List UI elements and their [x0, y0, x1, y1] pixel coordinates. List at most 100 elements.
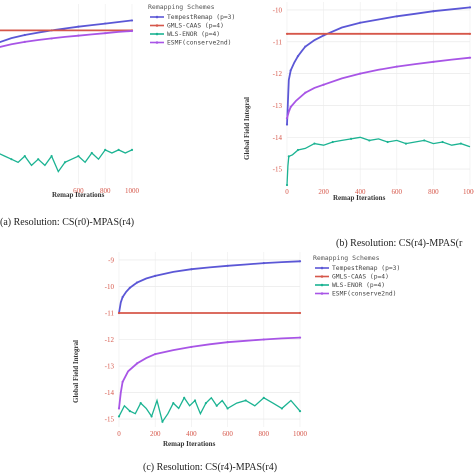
data-point [130, 148, 134, 151]
x-tick-label: 400 [355, 188, 366, 196]
x-tick-label: 800 [428, 188, 439, 196]
data-point [23, 40, 26, 43]
data-point [226, 407, 229, 410]
x-tick-label: 600 [222, 430, 233, 438]
data-point [193, 399, 197, 402]
panel-b-x-label: Remap Iterations [333, 194, 386, 202]
series-line-tempestremap-p-3 [0, 19, 133, 44]
data-point [395, 65, 398, 68]
data-point [296, 55, 300, 58]
panel-c-x-ticks: 0 200 400 600 800 1000 [117, 430, 307, 438]
data-point [313, 142, 316, 145]
series-line-esmf-conserve2nd [118, 336, 301, 409]
panel-c-y-ticks: -9 -10 -11 -12 -13 -14 -15 [105, 256, 115, 423]
data-point [468, 56, 472, 59]
panel-a-caption: (a) Resolution: CS(r0)-MPAS(r4) [0, 217, 134, 228]
y-tick-label: -9 [108, 256, 114, 264]
panel-a-series [0, 19, 134, 173]
data-point [289, 105, 292, 109]
panel-b-grid [286, 2, 471, 185]
data-point [322, 83, 325, 86]
panel-b-y-label: Global Field Integral [243, 97, 251, 160]
x-tick-label: 800 [259, 430, 270, 438]
data-point [349, 137, 353, 140]
x-tick-label: 1000 [125, 187, 140, 195]
data-point [77, 154, 80, 158]
data-point [359, 21, 362, 24]
panel-c-y-label: Global Field Integral [72, 340, 80, 403]
y-tick-label: -14 [105, 389, 115, 397]
panel-b: -10 -11 -12 -13 -14 -15 0 200 400 600 800 1000 Glo… [243, 0, 474, 249]
legend-entry: GMLS-CAAS (p=4) [167, 23, 224, 30]
y-tick-label: -12 [105, 336, 115, 344]
data-point [204, 402, 207, 405]
x-tick-label: 600 [73, 187, 84, 195]
data-point [77, 34, 80, 37]
data-point [10, 158, 13, 161]
data-point [139, 402, 142, 405]
data-point [423, 139, 426, 142]
panel-c: -9 -10 -11 -12 -13 -14 -15 0 200 400 600 800 1000 G… [72, 248, 400, 473]
legend-marker [320, 266, 324, 270]
data-point [23, 33, 26, 37]
data-point [77, 25, 80, 28]
panel-c-legend: Remapping Schemes TempestRemap (p=3) GMLS… [313, 254, 400, 298]
x-tick-label: 1000 [293, 430, 308, 438]
data-point [285, 117, 289, 120]
legend-marker [155, 32, 159, 36]
data-point [280, 407, 283, 410]
data-point [285, 123, 289, 126]
data-point [298, 260, 302, 263]
y-tick-label: -13 [105, 363, 115, 371]
legend-entry: ESMF(conserve2nd) [167, 40, 231, 47]
data-point [298, 409, 302, 413]
data-point [304, 91, 307, 94]
legend-marker [320, 292, 324, 295]
data-point [190, 268, 193, 271]
x-tick-label: 200 [150, 430, 161, 438]
data-point [104, 148, 107, 151]
panel-b-series [285, 6, 472, 187]
panel-c-caption: (c) Resolution: CS(r4)-MPAS(r4) [143, 462, 277, 473]
data-point [298, 311, 302, 315]
data-point [226, 264, 229, 267]
data-point [331, 140, 334, 144]
data-point [104, 32, 107, 35]
data-point [395, 15, 398, 18]
series-line-esmf-conserve2nd [286, 56, 471, 119]
data-point [262, 338, 265, 341]
legend-marker [320, 275, 324, 278]
data-point [150, 415, 153, 418]
data-point [441, 140, 444, 144]
data-point [289, 69, 292, 72]
panel-c-series [117, 260, 302, 424]
x-tick-label: 0 [117, 430, 121, 438]
data-point [117, 148, 120, 151]
data-point [322, 34, 325, 37]
data-point [386, 140, 389, 144]
panel-a: 600 800 1000 Remap Iterations (a) Resoluti… [0, 0, 235, 228]
panel-c-legend-title: Remapping Schemes [313, 254, 380, 262]
y-tick-label: -11 [273, 38, 283, 46]
data-point [432, 10, 435, 13]
panel-b-y-ticks: -10 -11 -12 -13 -14 -15 [273, 6, 283, 173]
data-point [262, 396, 265, 399]
y-tick-label: -10 [105, 283, 115, 291]
data-point [172, 402, 175, 405]
data-point [190, 345, 193, 349]
panel-a-x-ticks: 600 800 1000 [73, 187, 139, 195]
y-tick-label: -14 [273, 134, 283, 142]
data-point [128, 409, 131, 413]
y-tick-label: -12 [273, 70, 283, 78]
data-point [432, 60, 435, 63]
data-point [285, 32, 289, 35]
data-point [63, 161, 67, 164]
panel-b-x-ticks: 0 200 400 600 800 1000 [285, 188, 474, 196]
data-point [468, 6, 472, 9]
x-tick-label: 400 [186, 430, 197, 438]
series-line-wls-enor-p-4 [286, 136, 471, 186]
x-tick-label: 1000 [463, 188, 474, 196]
data-point [128, 286, 131, 289]
x-tick-label: 200 [318, 188, 329, 196]
